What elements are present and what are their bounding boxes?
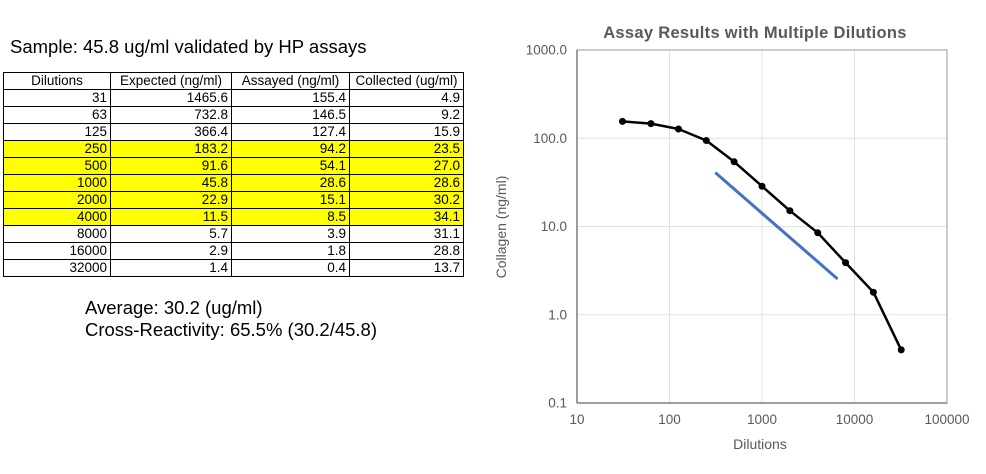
table-header-row: Dilutions Expected (ng/ml) Assayed (ng/m…: [3, 72, 464, 90]
table-row: 500 91.6 54.1 27.0: [3, 157, 464, 175]
y-tick-label: 1000.0: [526, 43, 567, 58]
cell-expected[interactable]: 11.5: [110, 208, 232, 226]
reference-slope-line: [714, 171, 839, 280]
cell-assayed[interactable]: 127.4: [231, 123, 350, 141]
cell-assayed[interactable]: 94.2: [231, 140, 350, 158]
cell-collected[interactable]: 31.1: [349, 225, 464, 243]
summary-block: Average: 30.2 (ug/ml) Cross-Reactivity: …: [85, 297, 377, 341]
column-header-expected[interactable]: Expected (ng/ml): [110, 72, 232, 90]
cell-expected[interactable]: 183.2: [110, 140, 232, 158]
cell-expected[interactable]: 366.4: [110, 123, 232, 141]
cell-assayed[interactable]: 54.1: [231, 157, 350, 175]
cell-dilution[interactable]: 2000: [3, 191, 111, 209]
cell-dilution[interactable]: 8000: [3, 225, 111, 243]
cell-collected[interactable]: 28.8: [349, 242, 464, 260]
assayed-curve-point: [674, 125, 682, 133]
cell-collected[interactable]: 34.1: [349, 208, 464, 226]
assayed-curve-point: [786, 207, 794, 215]
cell-collected[interactable]: 9.2: [349, 106, 464, 124]
cell-collected[interactable]: 30.2: [349, 191, 464, 209]
cell-expected[interactable]: 22.9: [110, 191, 232, 209]
cell-collected[interactable]: 13.7: [349, 259, 464, 277]
cell-dilution[interactable]: 250: [3, 140, 111, 158]
table-row: 63 732.8 146.5 9.2: [3, 106, 464, 124]
y-tick-label: 0.1: [548, 396, 567, 411]
cell-dilution[interactable]: 16000: [3, 242, 111, 260]
table-row: 8000 5.7 3.9 31.1: [3, 225, 464, 243]
table-row: 1000 45.8 28.6 28.6: [3, 174, 464, 192]
cell-assayed[interactable]: 8.5: [231, 208, 350, 226]
x-tick-label: 10: [569, 412, 584, 427]
cell-dilution[interactable]: 4000: [3, 208, 111, 226]
cell-assayed[interactable]: 3.9: [231, 225, 350, 243]
column-header-collected[interactable]: Collected (ug/ml): [349, 72, 464, 90]
table-row: 32000 1.4 0.4 13.7: [3, 259, 464, 277]
table-row: 125 366.4 127.4 15.9: [3, 123, 464, 141]
cell-expected[interactable]: 2.9: [110, 242, 232, 260]
sample-note: Sample: 45.8 ug/ml validated by HP assay…: [10, 36, 367, 57]
cell-dilution[interactable]: 31: [3, 89, 111, 107]
cell-expected[interactable]: 91.6: [110, 157, 232, 175]
cell-assayed[interactable]: 146.5: [231, 106, 350, 124]
y-tick-label: 10.0: [541, 219, 567, 234]
cell-expected[interactable]: 5.7: [110, 225, 232, 243]
cell-expected[interactable]: 45.8: [110, 174, 232, 192]
cell-dilution[interactable]: 63: [3, 106, 111, 124]
table-row: 250 183.2 94.2 23.5: [3, 140, 464, 158]
average-line: Average: 30.2 (ug/ml): [85, 297, 263, 318]
plot-area: 10 100 1000 10000 100000 1000.0 100.0 10.0 1.0 0.…: [526, 43, 970, 428]
cell-assayed[interactable]: 0.4: [231, 259, 350, 277]
cell-assayed[interactable]: 1.8: [231, 242, 350, 260]
column-header-dilutions[interactable]: Dilutions: [3, 72, 111, 90]
table-row: 2000 22.9 15.1 30.2: [3, 191, 464, 209]
cell-expected[interactable]: 1465.6: [110, 89, 232, 107]
cell-collected[interactable]: 28.6: [349, 174, 464, 192]
assayed-curve-point: [869, 288, 877, 296]
assayed-curve-point: [842, 259, 850, 267]
cell-dilution[interactable]: 125: [3, 123, 111, 141]
x-axis-title: Dilutions: [733, 436, 787, 452]
cell-expected[interactable]: 1.4: [110, 259, 232, 277]
assayed-curve-point: [897, 346, 905, 354]
cross-reactivity-line: Cross-Reactivity: 65.5% (30.2/45.8): [85, 319, 378, 340]
y-tick-label: 1.0: [548, 307, 567, 322]
table-row: 16000 2.9 1.8 28.8: [3, 242, 464, 260]
y-axis-title: Collagen (ng/ml): [493, 176, 509, 279]
cell-assayed[interactable]: 15.1: [231, 191, 350, 209]
cell-collected[interactable]: 23.5: [349, 140, 464, 158]
assayed-curve-point: [814, 229, 822, 237]
cell-collected[interactable]: 27.0: [349, 157, 464, 175]
assayed-curve-point: [758, 182, 766, 190]
x-tick-label: 10000: [836, 412, 874, 427]
x-tick-label: 1000: [747, 412, 777, 427]
assayed-curve-point: [647, 120, 655, 128]
assayed-curve-point: [730, 158, 738, 166]
cell-assayed[interactable]: 155.4: [231, 89, 350, 107]
cell-dilution[interactable]: 1000: [3, 174, 111, 192]
cell-dilution[interactable]: 500: [3, 157, 111, 175]
y-tick-label: 100.0: [533, 131, 567, 146]
x-tick-label: 100: [658, 412, 681, 427]
assay-table: Dilutions Expected (ng/ml) Assayed (ng/m…: [3, 72, 464, 277]
cell-expected[interactable]: 732.8: [110, 106, 232, 124]
assay-table-body: 31 1465.6 155.4 4.9 63 732.8 146.5 9.2 125 366.4 1…: [3, 89, 464, 277]
cell-assayed[interactable]: 28.6: [231, 174, 350, 192]
cell-collected[interactable]: 4.9: [349, 89, 464, 107]
cell-dilution[interactable]: 32000: [3, 259, 111, 277]
table-row: 4000 11.5 8.5 34.1: [3, 208, 464, 226]
cell-collected[interactable]: 15.9: [349, 123, 464, 141]
assayed-curve-point: [702, 137, 710, 145]
x-tick-label: 100000: [924, 412, 969, 427]
table-row: 31 1465.6 155.4 4.9: [3, 89, 464, 107]
assayed-curve-point: [618, 117, 626, 125]
dilution-chart[interactable]: 10 100 1000 10000 100000 1000.0 100.0 10.0 1.0 0.…: [480, 0, 986, 474]
column-header-assayed[interactable]: Assayed (ng/ml): [231, 72, 350, 90]
chart-title: Assay Results with Multiple Dilutions: [603, 24, 907, 42]
